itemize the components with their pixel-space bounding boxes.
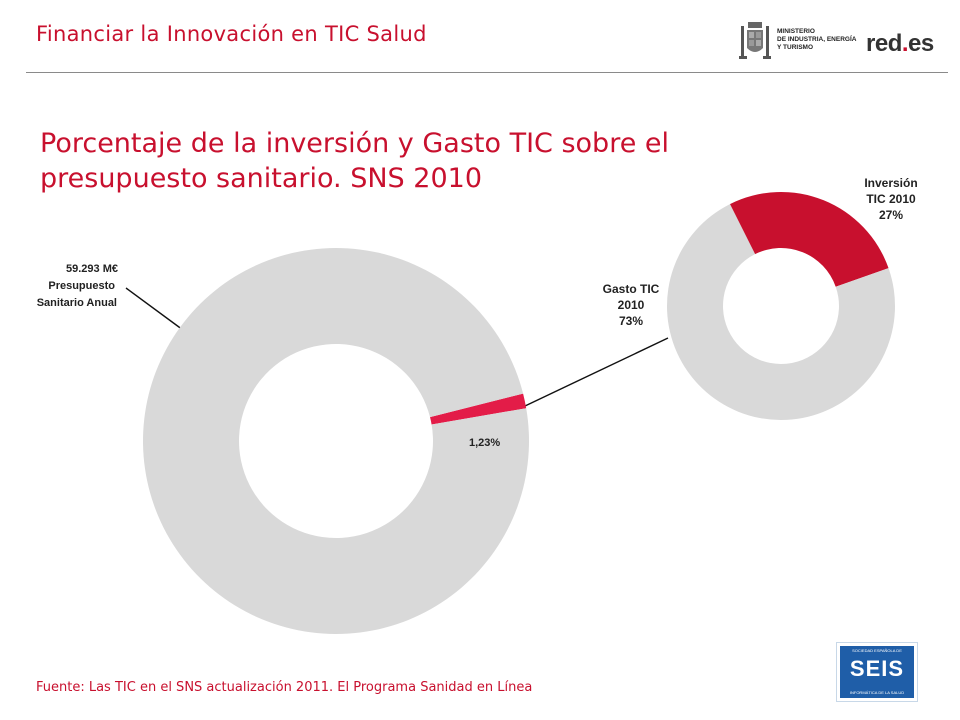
ministry-text: MINISTERIO DE INDUSTRIA, ENERGÍA Y TURIS… [777,28,857,51]
donut-slice-1-23 [430,393,527,425]
seis-logo: SOCIEDAD ESPAÑOLA DE SEIS INFORMÁTICA DE… [836,642,918,702]
seis-logo-box: SOCIEDAD ESPAÑOLA DE SEIS INFORMÁTICA DE… [840,646,914,698]
coat-of-arms-icon [739,22,771,59]
slice-label-percent: 1,23% [469,437,500,449]
reds-logo-end: es [908,30,934,57]
seis-logo-mid: SEIS [849,656,905,681]
seis-logo-top: SOCIEDAD ESPAÑOLA DE [852,648,902,653]
donut-slice-inversi-n-tic-2010 [729,191,889,287]
gasto-label-line3: 73% [619,314,643,328]
header-divider [26,72,948,73]
reds-logo-main: red [866,30,902,57]
budget-label-line2: Sanitario Anual [37,297,117,309]
donut-slice-gasto-tic-2010 [666,204,895,420]
donut-chart-budget [143,248,530,635]
callout-line-budget [125,287,184,331]
inversion-label-line2: TIC 2010 [866,192,916,206]
connector-line [524,337,669,407]
inversion-label-line1: Inversión [864,176,917,190]
budget-amount-label: 59.293 M€ [66,263,118,275]
inversion-label-line3: 27% [879,208,903,222]
reds-logo: red.es [866,30,934,58]
source-note: Fuente: Las TIC en el SNS actualización … [36,680,533,695]
donut-slice-presupuesto-sanitario-anual [143,248,530,635]
donut-chart-tic [666,191,895,420]
gasto-label-line2: 2010 [618,298,645,312]
header-title: Financiar la Innovación en TIC Salud [36,22,427,46]
ministry-logo: MINISTERIO DE INDUSTRIA, ENERGÍA Y TURIS… [737,20,857,66]
reds-logo-dot: . [901,30,909,57]
main-title: Porcentaje de la inversión y Gasto TIC s… [40,128,670,194]
gasto-label-line1: Gasto TIC [603,282,660,296]
seis-logo-bottom: INFORMÁTICA DE LA SALUD [849,690,905,695]
budget-label-line1: Presupuesto [48,280,115,292]
